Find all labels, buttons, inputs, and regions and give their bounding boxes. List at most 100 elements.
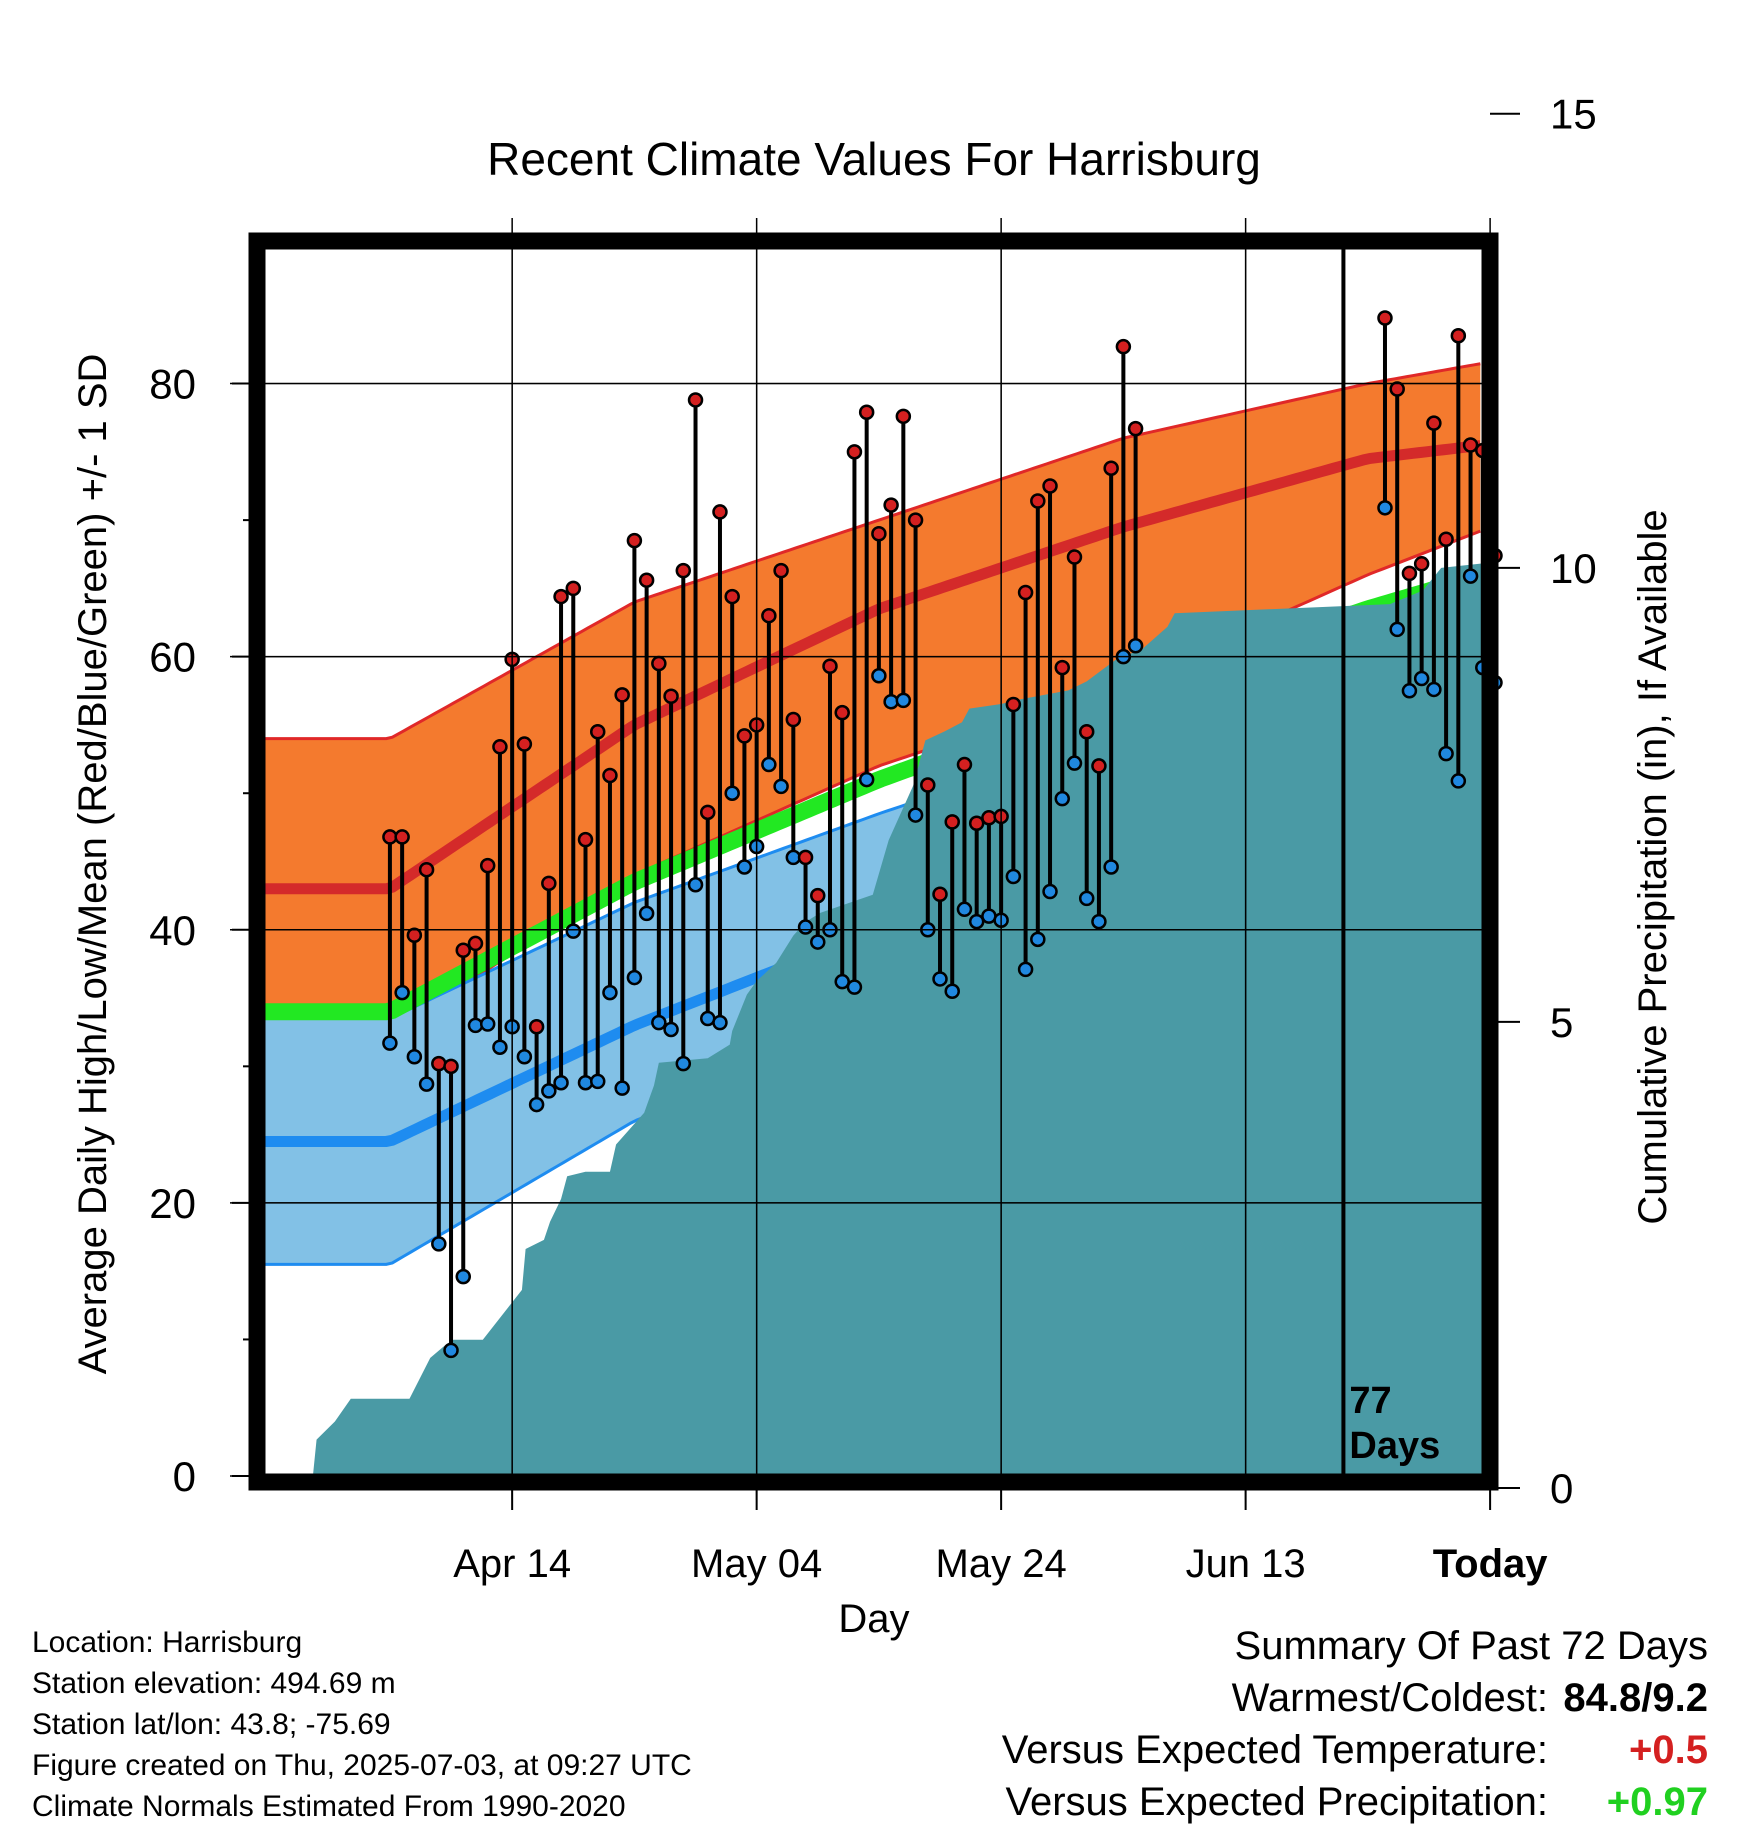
daily-high-point: [1401, 565, 1418, 582]
daily-high-point: [1462, 437, 1479, 453]
daily-high-point: [981, 810, 997, 826]
daily-high-point: [663, 688, 679, 705]
daily-high-point: [651, 655, 667, 672]
daily-high-point: [541, 875, 557, 892]
daily-high-point: [492, 739, 508, 755]
daily-high-point: [920, 777, 936, 793]
daily-low-point: [834, 973, 850, 990]
location-text: Location: Harrisburg: [32, 1626, 303, 1659]
daily-high-point: [1078, 724, 1095, 740]
y2-axis-label: Cumulative Precipitation (in), If Availa…: [1631, 509, 1675, 1224]
y2-tick-label: 5: [1550, 999, 1573, 1046]
summary-title: Summary Of Past 72 Days: [1234, 1624, 1708, 1668]
daily-low-point: [516, 1049, 533, 1065]
daily-high-point: [822, 658, 838, 674]
daily-low-point: [467, 1017, 484, 1034]
daily-high-point: [773, 562, 789, 579]
daily-high-point: [968, 815, 985, 832]
daily-low-point: [1030, 931, 1046, 948]
x-tick-label: Jun 13: [1186, 1542, 1306, 1586]
daily-low-point: [626, 969, 643, 986]
summary-warmest-label: Warmest/Coldest:: [1231, 1676, 1548, 1720]
daily-high-point: [858, 404, 875, 420]
elevation-text: Station elevation: 494.69 m: [32, 1667, 396, 1700]
daily-low-point: [455, 1268, 472, 1285]
summary-precip-label: Versus Expected Precipitation:: [1005, 1780, 1548, 1824]
daily-low-point: [1042, 883, 1058, 900]
chart-title: Recent Climate Values For Harrisburg: [487, 133, 1261, 185]
today-label-line: Days: [1349, 1425, 1440, 1467]
daily-low-point: [1438, 745, 1454, 762]
high-sd-band-upper-edge: [264, 362, 1481, 741]
daily-low-point: [589, 1073, 606, 1090]
daily-high-point: [528, 1018, 545, 1035]
daily-high-point: [1066, 549, 1083, 565]
daily-low-point: [846, 979, 863, 995]
daily-high-point: [834, 704, 850, 721]
daily-low-point: [1091, 913, 1107, 930]
y2-tick-label: 0: [1550, 1465, 1573, 1512]
daily-low-point: [528, 1096, 545, 1113]
daily-high-point: [895, 408, 912, 425]
daily-high-point: [785, 711, 802, 728]
daily-low-point: [883, 693, 899, 710]
x-axis-label: Day: [838, 1597, 909, 1641]
daily-low-point: [394, 984, 410, 1001]
daily-low-point: [1389, 621, 1405, 638]
daily-high-point: [589, 724, 606, 740]
daily-high-point: [712, 504, 728, 520]
daily-low-point: [1078, 890, 1095, 907]
daily-low-point: [956, 901, 973, 918]
daily-high-point: [467, 935, 484, 952]
daily-high-point: [406, 927, 423, 943]
daily-low-point: [1462, 568, 1479, 584]
daily-low-point: [406, 1049, 423, 1065]
daily-low-point: [1401, 683, 1418, 699]
daily-low-point: [602, 984, 618, 1001]
daily-low-point: [944, 983, 960, 999]
summary-temp-label: Versus Expected Temperature:: [1001, 1728, 1548, 1772]
daily-high-point: [1091, 758, 1107, 774]
summary-temp-value: +0.5: [1629, 1728, 1708, 1772]
daily-high-point: [871, 526, 887, 542]
daily-low-point: [479, 1016, 496, 1032]
daily-low-point: [431, 1236, 447, 1252]
daily-low-point: [577, 1074, 594, 1091]
daily-low-point: [968, 913, 985, 930]
daily-low-point: [1413, 670, 1430, 687]
daily-low-point: [638, 905, 655, 922]
daily-high-point: [761, 607, 777, 624]
x-tick-label: Apr 14: [453, 1542, 571, 1586]
summary-panel: Summary Of Past 72 Days Warmest/Coldest:…: [1002, 1620, 1708, 1828]
daily-high-point: [956, 756, 973, 773]
daily-high-point: [1103, 460, 1119, 476]
daily-low-point: [1127, 637, 1144, 654]
daily-high-point: [479, 857, 496, 874]
y-axis-label: Average Daily High/Low/Mean (Red/Blue/Gr…: [71, 354, 115, 1375]
daily-low-point: [443, 1342, 459, 1359]
daily-low-point: [1005, 868, 1022, 885]
precip-area: [264, 563, 1484, 1476]
summary-temp-row: Versus Expected Temperature: +0.5: [1002, 1724, 1708, 1776]
daily-high-point: [565, 580, 582, 597]
daily-high-point: [1127, 420, 1144, 437]
y-tick-label: 0: [173, 1453, 196, 1500]
daily-high-point: [577, 831, 594, 848]
daily-low-point: [1377, 500, 1393, 516]
daily-low-point: [736, 859, 753, 875]
latlon-text: Station lat/lon: 43.8; -75.69: [32, 1708, 391, 1741]
y-tick-label: 20: [149, 1180, 196, 1227]
daily-low-point: [1450, 773, 1467, 789]
daily-high-point: [553, 588, 569, 605]
station-info: Location: Harrisburg Station elevation: …: [32, 1622, 692, 1827]
daily-high-point: [638, 572, 655, 588]
daily-low-point: [1426, 681, 1442, 698]
daily-low-point: [895, 692, 912, 709]
summary-precip-value: +0.97: [1606, 1780, 1708, 1824]
daily-high-point: [455, 942, 472, 959]
y-tick-label: 60: [149, 634, 196, 681]
daily-high-point: [418, 861, 435, 878]
daily-low-point: [492, 1039, 508, 1055]
